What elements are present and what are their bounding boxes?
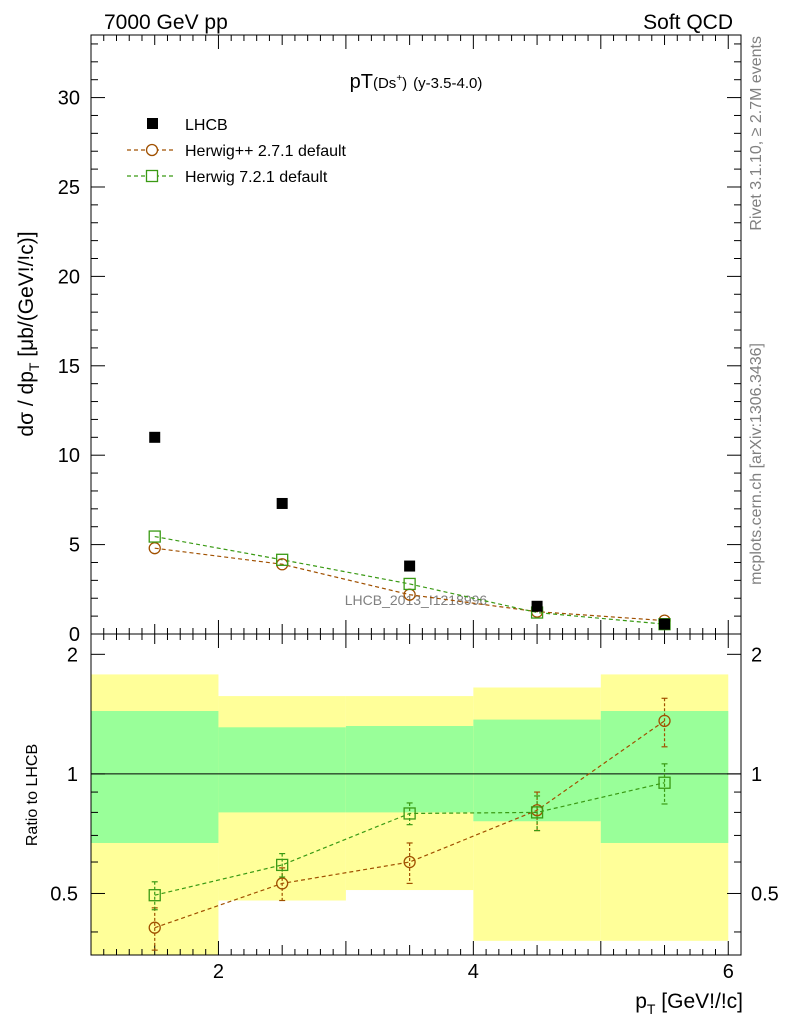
ratio-data-point-1 <box>276 858 289 872</box>
main-y-tick-label: 30 <box>58 88 80 110</box>
ratio-panel: 0.5 0.5 1 1 2 2 2 4 6 <box>50 633 779 983</box>
main-series-line-2 <box>154 535 665 625</box>
main-y-tick-label: 5 <box>69 535 80 557</box>
main-series <box>148 431 671 631</box>
y-label-main: dσ / dp <box>15 371 38 437</box>
main-data-point-0 <box>276 497 288 509</box>
main-y-axis: 0 5 10 15 20 25 30 <box>58 43 741 646</box>
rivet-version-label: Rivet 3.1.10, ≥ 2.7M events <box>748 36 765 231</box>
main-y-tick-label: 25 <box>58 177 80 199</box>
legend-marker-herwig7 <box>145 169 159 183</box>
legend: LHCB Herwig++ 2.7.1 default Herwig 7.2.1… <box>127 117 347 186</box>
ratio-y-tick-label-left: 1 <box>67 764 78 786</box>
mcplots-label: mcplots.cern.ch [arXiv:1306.3436] <box>748 343 765 585</box>
main-panel: 0 5 10 15 20 25 30 LHCB_2013_I1218996 <box>58 34 742 646</box>
legend-label-lhcb: LHCB <box>185 117 228 134</box>
main-y-tick-label: 15 <box>58 356 80 378</box>
ratio-data-point-0 <box>403 855 416 869</box>
y-label-units: [μb/(GeV!/!c)] <box>15 231 38 362</box>
plot-title-species: (Ds <box>373 75 396 92</box>
x-label-units: [GeV!/!c] <box>655 990 743 1013</box>
main-y-tick-label: 20 <box>58 266 80 288</box>
header-right: Soft QCD <box>643 11 733 34</box>
main-data-point-2 <box>148 530 161 543</box>
ratio-y-tick-label-right: 0.5 <box>751 883 779 905</box>
ratio-y-tick-label-right: 2 <box>751 644 762 666</box>
ratio-x-tick-label: 6 <box>723 961 734 983</box>
ratio-y-tick-label-right: 1 <box>751 764 762 786</box>
main-data-point-0 <box>659 618 671 630</box>
main-data-point-0 <box>149 431 161 443</box>
ratio-data-point-1 <box>658 776 671 789</box>
ratio-band-green <box>345 725 474 813</box>
header-left: 7000 GeV pp <box>104 11 228 34</box>
main-data-point-2 <box>403 577 416 591</box>
plot-title: pT(Ds+) (y-3.5-4.0) <box>350 71 483 93</box>
x-label-sub: T <box>647 1001 656 1017</box>
ratio-data-point-1 <box>148 889 161 902</box>
plot-title-main: pT <box>350 71 373 93</box>
ratio-y-tick-label-left: 0.5 <box>50 883 78 905</box>
ratio-frame <box>90 633 742 956</box>
legend-label-herwigpp: Herwig++ 2.7.1 default <box>185 143 347 160</box>
legend-marker-lhcb <box>147 118 158 129</box>
ratio-data-point-0 <box>148 921 161 934</box>
legend-entry-herwig7: Herwig 7.2.1 default <box>127 169 328 186</box>
ratio-data-point-0 <box>658 714 671 727</box>
ratio-data-point-1 <box>530 806 544 819</box>
analysis-watermark: LHCB_2013_I1218996 <box>345 592 488 608</box>
ratio-x-tick-label: 4 <box>468 961 479 983</box>
main-y-label: dσ / dpT [μb/(GeV!/!c)] <box>15 231 42 436</box>
main-series-line-1 <box>154 547 665 622</box>
main-data-point-0 <box>531 600 543 612</box>
legend-entry-herwigpp: Herwig++ 2.7.1 default <box>127 143 347 160</box>
plot-title-close: ) <box>402 75 407 92</box>
ratio-y-axis: 0.5 0.5 1 1 2 2 <box>50 644 779 933</box>
ratio-data-point-1 <box>403 807 416 820</box>
ratio-band-green <box>91 710 219 843</box>
ratio-x-tick-label: 2 <box>213 961 224 983</box>
x-axis-label: pT [GeV!/!c] <box>635 990 743 1017</box>
main-y-tick-label: 10 <box>58 445 80 467</box>
main-x-ticks <box>90 35 742 634</box>
plot-title-range: (y-3.5-4.0) <box>413 75 482 92</box>
legend-label-herwig7: Herwig 7.2.1 default <box>185 169 328 186</box>
ratio-series <box>148 697 671 951</box>
legend-marker-herwigpp <box>145 143 159 157</box>
x-label-main: p <box>635 990 647 1013</box>
legend-entry-lhcb: LHCB <box>147 117 228 134</box>
plot-title-sup: + <box>396 73 402 84</box>
ratio-y-label: Ratio to LHCB <box>24 744 41 846</box>
ratio-y-tick-label-left: 2 <box>67 644 78 666</box>
main-data-point-0 <box>404 560 416 572</box>
ratio-band-green <box>218 727 346 813</box>
main-data-point-2 <box>276 553 289 566</box>
ratio-data-point-0 <box>276 877 289 890</box>
main-y-tick-label: 0 <box>69 624 80 646</box>
y-label-sub: T <box>26 362 42 371</box>
